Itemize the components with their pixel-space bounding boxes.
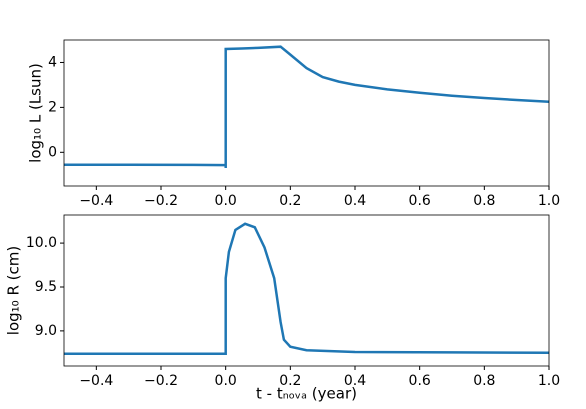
x-tick-label: 0.2 [279, 193, 301, 209]
y-tick-label: 0 [48, 144, 57, 160]
line [64, 45, 550, 168]
x-tick-label: 0.6 [409, 193, 431, 209]
x-tick-label: 0.2 [279, 373, 301, 389]
x-tick-label: 0.8 [473, 193, 495, 209]
y-tick-label: 2 [48, 99, 57, 115]
x-tick-label: 0.0 [215, 193, 237, 209]
x-tick-label: 0.6 [409, 373, 431, 389]
x-axis-label: t - tₙₒᵥₐ (year) [256, 385, 357, 403]
x-tick-label: 0.4 [344, 193, 366, 209]
y-tick-label: 9.5 [35, 279, 57, 295]
x-tick-label: 1.0 [538, 373, 560, 389]
y-tick-label: 10.0 [26, 235, 57, 251]
y-axis-label: log₁₀ R (cm) [5, 246, 23, 335]
y-axis-label: log₁₀ L (Lsun) [27, 63, 45, 163]
y-tick-label: 9.0 [35, 323, 57, 339]
x-tick-label: −0.4 [79, 193, 113, 209]
axes-frame [63, 39, 550, 187]
line [64, 222, 550, 355]
axes-frame [63, 214, 550, 367]
x-tick-label: −0.4 [79, 373, 113, 389]
x-tick-label: 0.8 [473, 373, 495, 389]
x-tick-label: 0.0 [215, 373, 237, 389]
x-tick-label: 0.4 [344, 373, 366, 389]
x-tick-label: 1.0 [538, 193, 560, 209]
x-tick-label: −0.2 [144, 193, 178, 209]
x-tick-label: −0.2 [144, 373, 178, 389]
y-tick-label: 4 [48, 54, 57, 70]
